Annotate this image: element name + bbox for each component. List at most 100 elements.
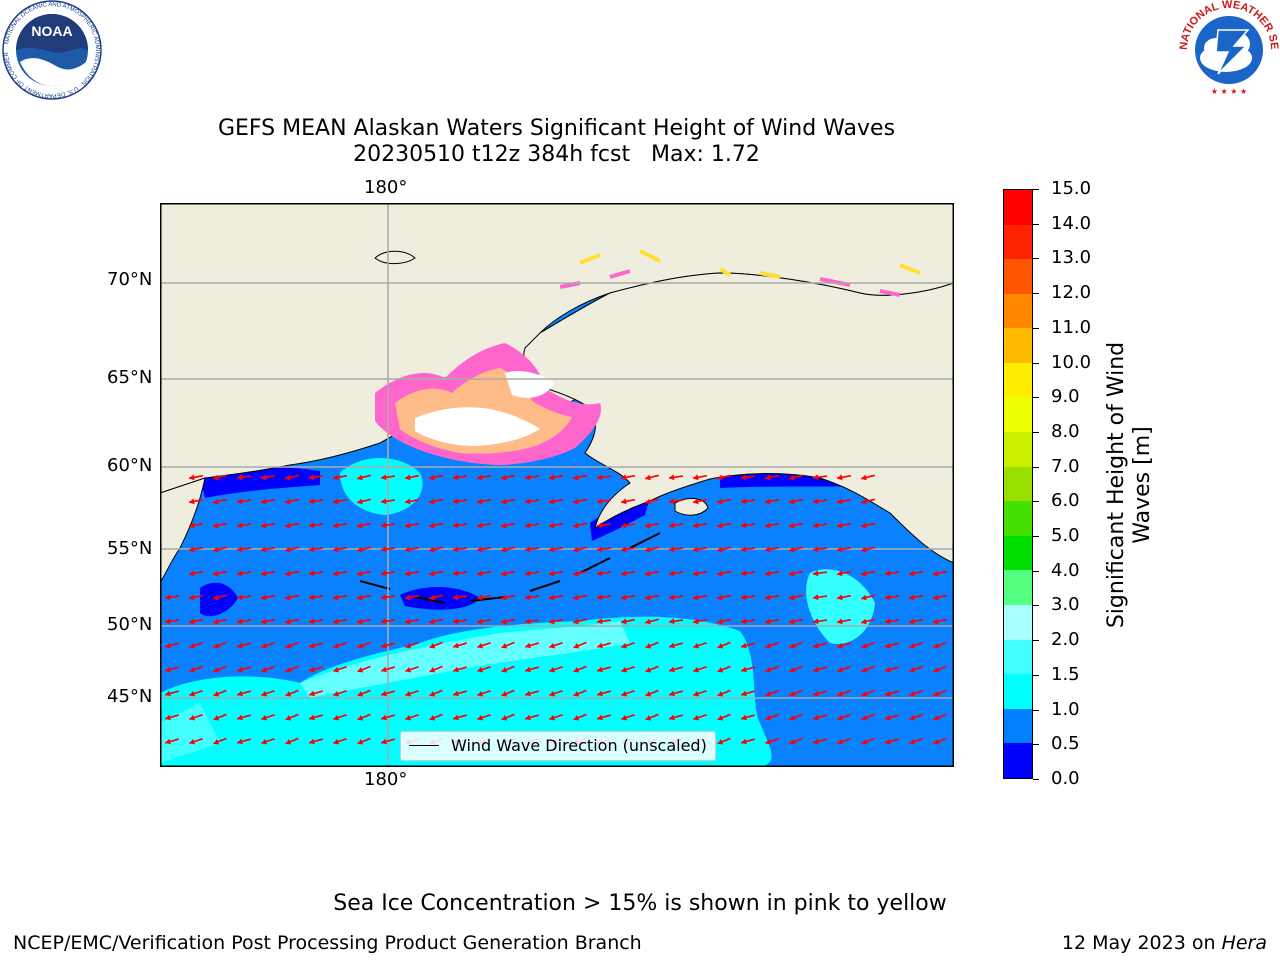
wave-direction-arrow [405, 713, 419, 721]
wave-direction-arrow [332, 522, 348, 529]
wave-direction-arrow [836, 522, 852, 529]
wave-direction-arrow [813, 738, 827, 745]
wave-direction-arrow [164, 594, 180, 601]
wave-direction-arrow [501, 641, 515, 649]
wave-direction-arrow [861, 618, 875, 625]
wave-direction-arrow [308, 498, 324, 505]
wave-direction-arrow [813, 642, 827, 649]
wave-direction-arrow [645, 594, 659, 601]
wave-direction-arrow [620, 570, 636, 577]
wave-direction-arrow [309, 642, 323, 649]
wave-direction-arrow [260, 546, 276, 553]
wave-direction-arrow [452, 546, 468, 553]
wave-direction-arrow [333, 737, 347, 745]
colorbar-tick-mark [1033, 223, 1039, 225]
wave-direction-arrow [909, 665, 923, 673]
wave-direction-arrow [741, 738, 755, 745]
wave-direction-arrow [668, 546, 684, 553]
wave-direction-arrow [404, 546, 420, 553]
wave-direction-arrow [476, 498, 492, 505]
wave-direction-arrow [597, 714, 611, 721]
wave-direction-arrow [189, 689, 203, 697]
lat-label-60: 60°N [107, 455, 153, 476]
wave-direction-arrow [645, 641, 659, 649]
wave-direction-arrow [717, 594, 731, 601]
wave-direction-arrow [812, 594, 828, 601]
wave-direction-arrow [789, 546, 803, 553]
wave-direction-arrow [812, 618, 828, 625]
wave-direction-arrow [524, 594, 540, 601]
wave-direction-arrow [740, 594, 756, 601]
wave-direction-arrow [404, 498, 420, 505]
wave-direction-arrow [501, 618, 515, 625]
colorbar-tick-label: 0.5 [1051, 733, 1080, 755]
land-alaska-mainland [523, 272, 954, 564]
colorbar-tick-label: 1.0 [1051, 698, 1080, 720]
wave-direction-arrow [741, 690, 755, 697]
wave-direction-arrow [404, 618, 420, 625]
wave-direction-arrow [429, 665, 443, 673]
wave-direction-arrow [861, 546, 875, 553]
wave-direction-arrow [645, 713, 659, 721]
wave-direction-arrow [213, 498, 227, 505]
wave-direction-arrow [476, 618, 492, 625]
wave-direction-arrow [452, 618, 468, 625]
lat-label-65: 65°N [107, 367, 153, 388]
wave-direction-arrow [909, 689, 923, 697]
wave-direction-arrow [861, 737, 875, 745]
wave-direction-arrow [453, 714, 467, 721]
wave-direction-arrow [404, 474, 420, 481]
wave-direction-arrow [332, 474, 348, 481]
wave-direction-arrow [765, 737, 779, 745]
wave-direction-arrow [357, 498, 371, 505]
wave-direction-arrow [501, 546, 515, 553]
wave-direction-arrow [524, 522, 540, 529]
wave-direction-arrow [213, 522, 227, 529]
wave-direction-arrow [357, 522, 371, 529]
wave-direction-arrow [429, 522, 443, 529]
colorbar-tick-label: 5.0 [1051, 525, 1080, 547]
colorbar-label: Significant Height of Wind Waves [m] [1104, 341, 1155, 629]
shallow-zone-kuril [200, 582, 238, 617]
wave-direction-arrow [573, 665, 587, 673]
colorbar-swatch [1004, 362, 1032, 398]
wave-direction-arrow [645, 498, 659, 505]
wave-direction-arrow [476, 474, 492, 481]
sea-ice-open-water [415, 407, 540, 446]
wave-direction-arrow [908, 618, 924, 625]
wave-direction-arrow [332, 594, 348, 601]
wave-direction-arrow [909, 713, 923, 721]
wave-direction-arrow [236, 570, 252, 577]
wave-direction-arrow [357, 618, 371, 625]
colorbar-swatch [1004, 189, 1032, 225]
wave-direction-arrow [573, 474, 587, 481]
wave-direction-arrow [693, 665, 707, 673]
wave-direction-arrow [548, 618, 564, 625]
wave-direction-arrow [933, 641, 947, 649]
wave-direction-arrow [381, 690, 395, 697]
map-frame [160, 203, 954, 767]
colorbar-tick-label: 3.0 [1051, 594, 1080, 616]
wave-direction-arrow [236, 498, 252, 505]
wave-field-southwest [160, 703, 220, 763]
wave-direction-arrow [524, 498, 540, 505]
wave-direction-arrow [333, 713, 347, 721]
wave-direction-arrow [812, 498, 828, 505]
wave-direction-arrow [525, 666, 539, 673]
wave-direction-arrow [573, 713, 587, 721]
wave-direction-arrow [525, 642, 539, 649]
wave-direction-arrow [524, 474, 540, 481]
lon-label-top: 180° [364, 177, 408, 198]
wave-direction-arrow [693, 641, 707, 649]
wave-direction-arrow [573, 594, 587, 601]
wave-direction-arrow [357, 570, 371, 577]
wave-direction-arrow [596, 546, 612, 553]
wave-direction-arrow [933, 689, 947, 697]
wave-direction-arrow [429, 474, 443, 481]
wave-direction-arrow [812, 570, 828, 577]
wave-direction-arrow [645, 522, 659, 529]
wave-direction-arrow [453, 690, 467, 697]
wave-direction-arrow [213, 689, 227, 697]
wave-direction-arrow [884, 570, 900, 577]
colorbar-swatch [1004, 743, 1032, 778]
